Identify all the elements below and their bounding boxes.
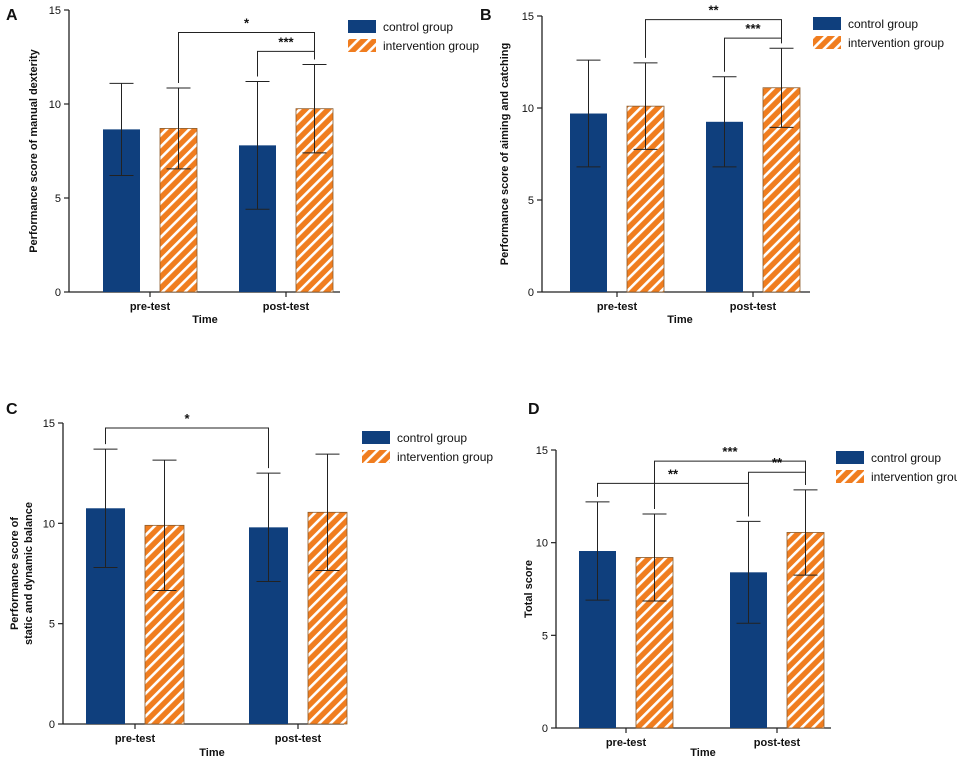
y-tick-label: 15	[49, 5, 61, 17]
legend-swatch-intervention	[813, 36, 841, 49]
legend-swatch-intervention	[362, 450, 390, 463]
y-tick-label: 15	[43, 418, 55, 430]
significance-label: **	[668, 466, 679, 481]
legend-swatch-intervention	[836, 470, 864, 483]
y-axis-title: Total score	[523, 560, 535, 618]
legend-label-control: control group	[871, 451, 941, 465]
y-tick-label: 0	[49, 719, 55, 731]
x-axis-title: Time	[199, 747, 224, 759]
legend-swatch-control	[348, 20, 376, 33]
significance-bracket	[724, 37, 782, 72]
x-tick-label: post-test	[263, 301, 310, 313]
y-tick-label: 0	[542, 723, 548, 735]
legend-label-intervention: intervention group	[848, 36, 944, 50]
significance-label: ***	[278, 34, 294, 49]
chart-panel-c: C 0 5 10 15 pre-test post-test * Time Performance…	[6, 401, 493, 759]
y-tick-label: 5	[55, 193, 61, 205]
y-tick-label: 10	[536, 538, 548, 550]
significance-bracket	[597, 482, 749, 517]
y-tick-label: 5	[542, 630, 548, 642]
panel-label: D	[528, 401, 540, 418]
y-tick-label: 10	[522, 103, 534, 115]
significance-bracket	[105, 427, 269, 469]
x-tick-label: post-test	[730, 301, 777, 313]
significance-label: *	[184, 411, 190, 426]
x-axis-title: Time	[667, 314, 692, 326]
significance-label: ***	[722, 444, 738, 459]
legend-label-intervention: intervention group	[871, 470, 957, 484]
y-tick-label: 5	[49, 619, 55, 631]
y-axis-title: Performance score of manual dexterity	[28, 48, 40, 252]
panel-label: C	[6, 401, 18, 418]
significance-bracket	[645, 19, 782, 58]
y-tick-label: 5	[528, 195, 534, 207]
panel-label: A	[6, 7, 18, 24]
y-tick-label: 15	[522, 11, 534, 23]
y-tick-label: 10	[43, 518, 55, 530]
legend-swatch-control	[362, 431, 390, 444]
y-axis-title-line: Performance score of	[9, 517, 21, 630]
significance-bracket	[178, 32, 315, 84]
legend-swatch-control	[836, 451, 864, 464]
y-tick-label: 10	[49, 99, 61, 111]
x-axis-title: Time	[690, 747, 715, 759]
legend-label-control: control group	[848, 17, 918, 31]
x-tick-label: pre-test	[130, 301, 171, 313]
legend-swatch-intervention	[348, 39, 376, 52]
significance-bracket	[257, 50, 315, 77]
y-axis-title: Performance score of aiming and catching	[499, 43, 511, 266]
significance-label: *	[244, 16, 250, 31]
x-axis-title: Time	[192, 314, 217, 326]
x-tick-label: pre-test	[115, 733, 156, 745]
x-tick-label: post-test	[754, 737, 801, 749]
legend-label-control: control group	[383, 20, 453, 34]
y-tick-label: 0	[528, 287, 534, 299]
significance-label: ***	[745, 21, 761, 36]
panel-label: B	[480, 7, 492, 24]
x-tick-label: post-test	[275, 733, 322, 745]
significance-label: **	[772, 455, 783, 470]
legend-swatch-control	[813, 17, 841, 30]
legend-label-intervention: intervention group	[383, 39, 479, 53]
y-tick-label: 0	[55, 287, 61, 299]
legend-label-control: control group	[397, 431, 467, 445]
significance-bracket	[748, 471, 806, 517]
significance-label: **	[708, 3, 719, 18]
legend-label-intervention: intervention group	[397, 450, 493, 464]
y-axis-title-line: static and dynamic balance	[23, 502, 35, 645]
x-tick-label: pre-test	[606, 737, 647, 749]
y-tick-label: 15	[536, 445, 548, 457]
x-tick-label: pre-test	[597, 301, 638, 313]
